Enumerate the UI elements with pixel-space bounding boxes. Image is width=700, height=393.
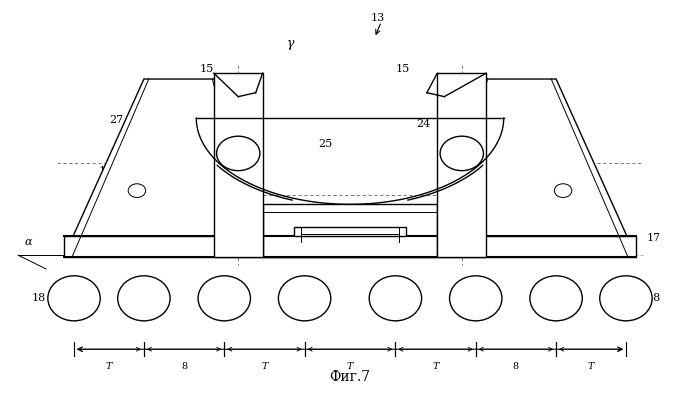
Ellipse shape bbox=[449, 276, 502, 321]
Text: α: α bbox=[25, 237, 32, 247]
Bar bbox=[64, 236, 636, 257]
Ellipse shape bbox=[600, 276, 652, 321]
Text: T: T bbox=[588, 362, 594, 371]
Text: 27: 27 bbox=[489, 115, 504, 125]
Bar bbox=[214, 73, 262, 257]
Text: 111: 111 bbox=[119, 293, 141, 303]
Bar bbox=[438, 73, 486, 257]
Polygon shape bbox=[434, 79, 636, 257]
Text: T: T bbox=[433, 362, 439, 371]
Bar bbox=[294, 227, 406, 236]
Ellipse shape bbox=[440, 136, 484, 171]
Text: 24: 24 bbox=[416, 119, 430, 129]
Text: 29: 29 bbox=[206, 293, 221, 303]
Text: 13: 13 bbox=[371, 13, 385, 23]
Text: 27: 27 bbox=[109, 115, 123, 125]
Ellipse shape bbox=[198, 276, 251, 321]
Text: 17: 17 bbox=[647, 233, 661, 242]
Text: 15: 15 bbox=[395, 64, 409, 74]
Text: 29: 29 bbox=[455, 293, 469, 303]
Text: 18: 18 bbox=[647, 293, 661, 303]
Text: T: T bbox=[346, 362, 354, 371]
Ellipse shape bbox=[369, 276, 421, 321]
Text: 8: 8 bbox=[513, 362, 519, 371]
Text: T: T bbox=[106, 362, 112, 371]
Text: 28: 28 bbox=[312, 293, 326, 303]
Bar bbox=[262, 204, 438, 257]
Text: 24: 24 bbox=[214, 119, 228, 129]
Text: 8: 8 bbox=[181, 362, 187, 371]
Text: 15: 15 bbox=[199, 64, 214, 74]
Ellipse shape bbox=[530, 276, 582, 321]
Text: 14: 14 bbox=[493, 145, 507, 154]
Text: Фиг.7: Фиг.7 bbox=[330, 370, 370, 384]
Text: T: T bbox=[261, 362, 267, 371]
Ellipse shape bbox=[216, 136, 260, 171]
Ellipse shape bbox=[279, 276, 331, 321]
Text: 18: 18 bbox=[32, 293, 46, 303]
Text: γ: γ bbox=[287, 37, 295, 50]
Ellipse shape bbox=[48, 276, 100, 321]
Ellipse shape bbox=[118, 276, 170, 321]
Polygon shape bbox=[64, 79, 266, 257]
Text: 26: 26 bbox=[315, 207, 329, 217]
Text: 25: 25 bbox=[318, 139, 332, 149]
Text: 104: 104 bbox=[98, 166, 120, 176]
